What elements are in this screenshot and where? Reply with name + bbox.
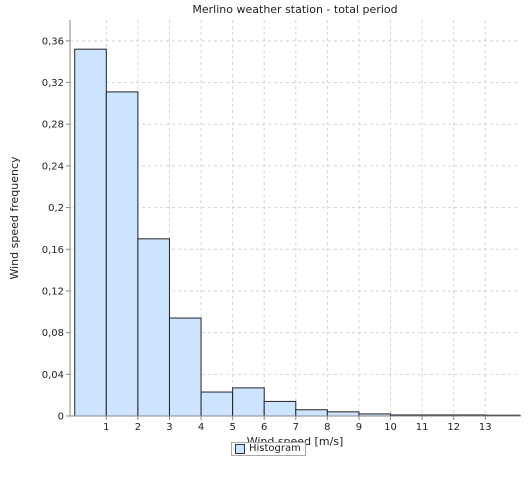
x-tick-label: 5 xyxy=(229,422,235,433)
histogram-bar xyxy=(232,387,265,417)
y-ticks: 0 0,04 0,08 0,12 0,16 0,2 0,24 0,28 0,32 0,36 xyxy=(42,36,70,423)
x-tick-label: 3 xyxy=(166,422,172,433)
y-tick-label: 0,2 xyxy=(48,203,64,214)
y-tick-label: 0,32 xyxy=(42,78,64,89)
x-tick-label: 8 xyxy=(324,422,330,433)
x-tick-label: 9 xyxy=(356,422,362,433)
x-tick-label: 13 xyxy=(479,422,492,433)
x-tick-label: 10 xyxy=(384,422,397,433)
x-ticks: 1 2 3 4 5 6 7 8 9 10 11 12 13 xyxy=(103,416,492,433)
histogram-bar xyxy=(295,409,328,417)
y-tick-label: 0,16 xyxy=(42,245,64,256)
x-tick-label: 6 xyxy=(261,422,267,433)
histogram-bar xyxy=(105,91,139,417)
x-tick-label: 11 xyxy=(416,422,429,433)
axes xyxy=(69,20,520,417)
chart-title: Merlino weather station - total period xyxy=(192,3,397,16)
histogram-bar xyxy=(137,238,170,417)
x-tick-label: 7 xyxy=(293,422,299,433)
x-tick-label: 4 xyxy=(198,422,204,433)
y-tick-label: 0,04 xyxy=(42,370,64,381)
y-tick-label: 0 xyxy=(58,412,64,423)
histogram-bar xyxy=(168,317,202,417)
y-tick-label: 0,12 xyxy=(42,286,64,297)
histogram-bar xyxy=(74,48,107,417)
legend: Histogram xyxy=(231,442,306,456)
x-tick-label: 12 xyxy=(447,422,460,433)
legend-label-histogram: Histogram xyxy=(249,443,301,454)
y-tick-label: 0,08 xyxy=(42,328,64,339)
legend-swatch-histogram xyxy=(235,444,245,454)
x-tick-label: 2 xyxy=(135,422,141,433)
y-tick-label: 0,28 xyxy=(42,120,64,131)
x-tick-label: 1 xyxy=(103,422,109,433)
histogram-bar xyxy=(326,411,360,417)
histogram-bar xyxy=(263,400,297,417)
histogram-bar xyxy=(200,391,234,417)
y-tick-label: 0,36 xyxy=(42,36,64,47)
y-tick-label: 0,24 xyxy=(42,161,64,172)
y-axis-title: Wind speed frequency xyxy=(8,156,21,280)
